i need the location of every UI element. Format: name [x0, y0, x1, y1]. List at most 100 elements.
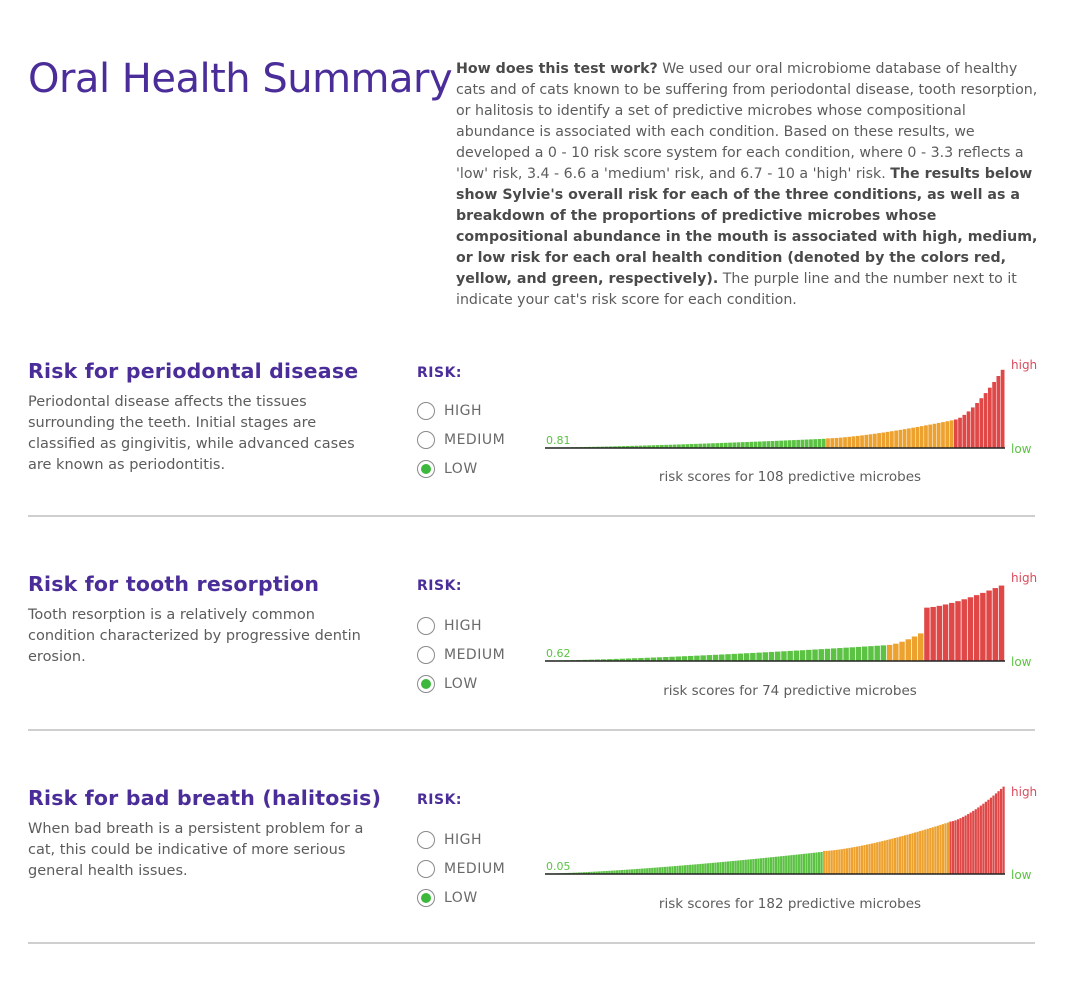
- microbe-bar-green: [664, 444, 669, 448]
- microbe-bar-green: [787, 855, 790, 874]
- microbe-bar-green: [812, 649, 818, 661]
- microbe-bar-green: [770, 440, 775, 448]
- microbe-bar-orange: [893, 643, 899, 661]
- microbe-bar-orange: [898, 429, 903, 448]
- microbe-bar-green: [671, 866, 674, 874]
- microbe-bar-green: [630, 445, 634, 448]
- microbe-bar-green: [723, 442, 728, 448]
- microbe-bar-green: [813, 439, 818, 448]
- chart-caption: risk scores for 108 predictive microbes: [658, 469, 922, 485]
- risk-option-high[interactable]: HIGH: [417, 400, 482, 422]
- radio-circle[interactable]: [417, 646, 435, 664]
- microbe-bar-green: [732, 442, 737, 448]
- microbe-bar-green: [613, 870, 616, 874]
- microbe-bar-green: [737, 653, 744, 661]
- microbe-bar-green: [642, 445, 647, 448]
- microbe-bar-orange: [934, 826, 937, 874]
- microbe-bar-green: [669, 656, 675, 661]
- microbe-bar-orange: [939, 824, 942, 874]
- risk-option-medium[interactable]: MEDIUM: [417, 644, 505, 666]
- microbe-bar-green: [646, 868, 649, 874]
- risk-option-medium[interactable]: MEDIUM: [417, 858, 505, 880]
- microbe-bar-green: [752, 859, 755, 874]
- tooth-resorption-section: Risk for tooth resorption Tooth resorpti…: [0, 571, 1080, 772]
- risk-option-low[interactable]: LOW: [417, 458, 478, 480]
- radio-circle[interactable]: [417, 860, 435, 878]
- microbe-bar-green: [749, 859, 752, 874]
- microbe-bar-green: [731, 653, 737, 661]
- score-label: 0.05: [546, 860, 571, 873]
- microbe-bar-green: [818, 649, 824, 661]
- microbe-bar-orange: [924, 829, 927, 874]
- risk-score-chart: 0.05 high low: [545, 785, 1037, 882]
- microbe-bar-orange: [830, 850, 833, 874]
- risk-option-medium[interactable]: MEDIUM: [417, 429, 505, 451]
- microbe-bar-green: [620, 869, 624, 874]
- risk-option-high[interactable]: HIGH: [417, 829, 482, 851]
- low-label: low: [1011, 655, 1032, 669]
- microbe-bar-orange: [936, 825, 939, 874]
- microbe-bar-red: [992, 795, 995, 874]
- microbe-bar-green: [843, 647, 849, 661]
- halitosis-section: Risk for bad breath (halitosis) When bad…: [0, 785, 1080, 986]
- option-label: HIGH: [444, 618, 483, 634]
- microbe-bar-green: [837, 648, 843, 661]
- microbe-bar-red: [998, 585, 1005, 661]
- section-description: When bad breath is a persistent problem …: [28, 821, 364, 879]
- microbe-bar-red: [953, 419, 958, 448]
- microbe-bar-green: [792, 854, 795, 874]
- microbe-bar-green: [618, 870, 621, 874]
- microbe-bar-green: [694, 864, 697, 874]
- risk-option-high[interactable]: HIGH: [417, 615, 482, 637]
- microbe-bar-green: [590, 871, 593, 874]
- microbe-bar-green: [625, 658, 632, 661]
- microbe-bar-green: [593, 871, 596, 874]
- microbe-bar-red: [924, 607, 930, 661]
- risk-option-low[interactable]: LOW: [417, 673, 478, 695]
- radio-circle-selected[interactable]: [417, 460, 435, 478]
- microbe-bar-green: [603, 871, 606, 874]
- radio-circle[interactable]: [417, 831, 435, 849]
- microbe-bar-green: [762, 858, 765, 874]
- option-label: MEDIUM: [444, 432, 506, 448]
- microbe-bar-green: [724, 861, 727, 874]
- microbe-bar-green: [785, 855, 788, 874]
- microbe-bar-orange: [877, 433, 881, 448]
- microbe-bar-green: [600, 659, 607, 661]
- microbe-bar-orange: [890, 431, 894, 448]
- microbe-bar-orange: [863, 845, 866, 874]
- microbe-bar-green: [739, 860, 742, 874]
- radio-circle[interactable]: [417, 431, 435, 449]
- radio-circle-selected[interactable]: [417, 675, 435, 693]
- microbe-bar-orange: [878, 841, 881, 874]
- microbe-bar-orange: [906, 834, 909, 874]
- microbe-bar-green: [632, 658, 638, 661]
- section-divider: [28, 729, 1035, 731]
- microbe-bar-red: [964, 815, 967, 874]
- risk-option-low[interactable]: LOW: [417, 887, 478, 909]
- microbe-bar-red: [958, 417, 962, 448]
- microbe-bar-orange: [899, 641, 905, 661]
- microbe-bar-green: [701, 863, 704, 874]
- microbe-bar-green: [815, 852, 818, 874]
- microbe-bar-orange: [949, 420, 954, 448]
- microbe-bar-orange: [851, 436, 856, 448]
- microbe-bar-red: [980, 592, 986, 661]
- microbe-bar-green: [582, 872, 586, 874]
- microbe-bar-green: [706, 863, 709, 874]
- radio-circle[interactable]: [417, 402, 435, 420]
- radio-circle[interactable]: [417, 617, 435, 635]
- microbe-bar-green: [792, 440, 796, 448]
- microbe-bar-green: [704, 863, 707, 874]
- microbe-bar-green: [698, 443, 703, 448]
- microbe-bar-green: [759, 858, 763, 874]
- microbe-bar-red: [955, 601, 961, 661]
- microbe-bar-red: [930, 606, 936, 661]
- radio-circle-selected[interactable]: [417, 889, 435, 907]
- microbe-bar-red: [994, 793, 998, 874]
- microbe-bar-green: [676, 865, 679, 874]
- microbe-bar-red: [992, 588, 999, 661]
- microbe-bar-green: [617, 446, 622, 448]
- microbe-bar-green: [800, 439, 805, 448]
- microbe-bar-green: [711, 862, 715, 874]
